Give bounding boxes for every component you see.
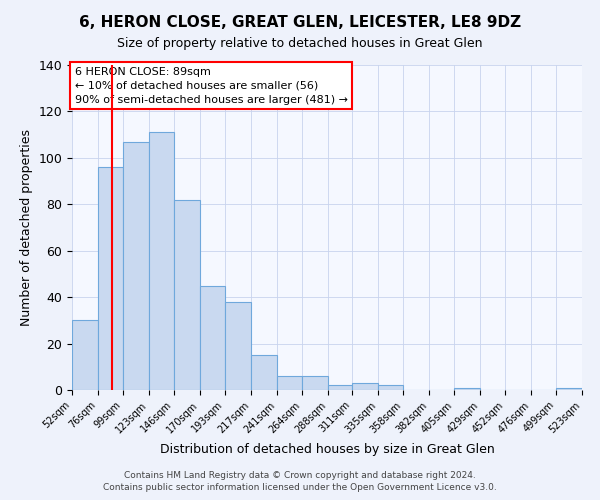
Bar [72,320,98,390]
Bar [556,388,582,390]
Text: 6 HERON CLOSE: 89sqm
← 10% of detached houses are smaller (56)
90% of semi-detac: 6 HERON CLOSE: 89sqm ← 10% of detached h… [74,66,347,104]
Bar [224,302,251,390]
Text: Contains HM Land Registry data © Crown copyright and database right 2024.
Contai: Contains HM Land Registry data © Crown c… [103,471,497,492]
X-axis label: Distribution of detached houses by size in Great Glen: Distribution of detached houses by size … [160,443,494,456]
Bar [123,142,149,390]
Text: Size of property relative to detached houses in Great Glen: Size of property relative to detached ho… [117,38,483,51]
Bar [352,383,379,390]
Bar [277,376,302,390]
Bar [328,386,352,390]
Bar [251,355,277,390]
Text: 6, HERON CLOSE, GREAT GLEN, LEICESTER, LE8 9DZ: 6, HERON CLOSE, GREAT GLEN, LEICESTER, L… [79,15,521,30]
Bar [454,388,480,390]
Y-axis label: Number of detached properties: Number of detached properties [20,129,33,326]
Bar [149,132,174,390]
Bar [200,286,224,390]
Bar [98,167,123,390]
Bar [302,376,328,390]
Bar [174,200,200,390]
Bar [379,386,403,390]
